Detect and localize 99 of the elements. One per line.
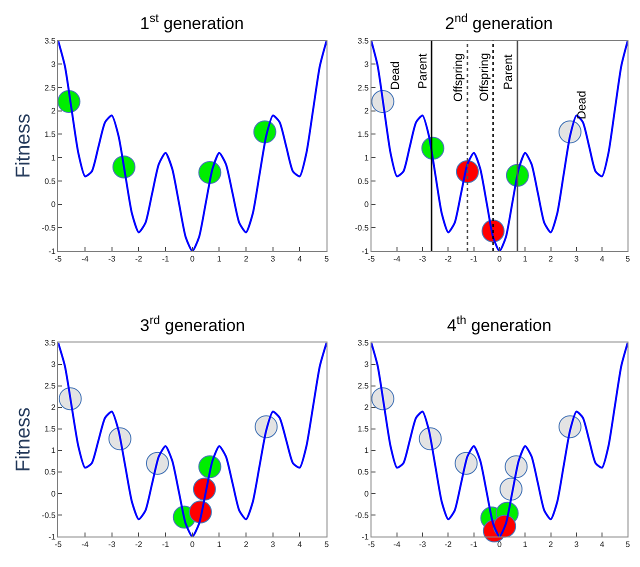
x-tick-label: -2 [135, 254, 143, 264]
ref-line-label: Parent [415, 52, 430, 89]
y-tick-label: -0.5 [354, 510, 370, 520]
line-series [58, 40, 327, 252]
chart-title: 2$^{nd}$ generation [445, 11, 553, 34]
y-tick-label: -0.5 [42, 223, 56, 232]
x-tick-label: -2 [135, 540, 143, 550]
y-tick-label: 0 [51, 489, 56, 498]
x-tick-label: -1 [470, 540, 478, 550]
x-tick-label: 4 [297, 540, 302, 550]
y-axis-title: Fitness [12, 407, 34, 472]
y-tick-label: 1.5 [358, 424, 370, 434]
y-tick-label: 2.5 [44, 382, 56, 391]
y-tick-label: 1 [51, 446, 56, 456]
x-tick-label: -5 [54, 254, 62, 264]
x-tick-label: -3 [419, 254, 427, 264]
line-series [371, 40, 628, 252]
x-tick-label: 1 [216, 540, 222, 550]
x-tick-label: 3 [574, 540, 580, 550]
ref-line-label: Offspring [476, 52, 491, 102]
y-tick-label: 3.5 [358, 338, 370, 348]
y-tick-label: 0.5 [358, 468, 370, 477]
y-tick-label: 1 [51, 153, 56, 162]
x-tick-label: 2 [548, 540, 554, 550]
x-tick-label: 1 [522, 540, 528, 550]
x-tick-label: -3 [419, 540, 427, 550]
x-tick-label: -2 [444, 254, 452, 264]
y-tick-label: 3 [364, 60, 370, 69]
x-tick-label: 5 [324, 254, 330, 264]
x-tick-label: 2 [548, 254, 554, 264]
y-tick-label: 0 [364, 489, 370, 498]
y-tick-label: 3.5 [44, 338, 56, 348]
x-tick-label: 5 [625, 540, 630, 550]
x-tick-label: 1 [216, 254, 222, 264]
y-tick-label: 3 [364, 360, 370, 370]
y-tick-label: 2 [51, 106, 56, 116]
y-tick-label: 1.5 [44, 424, 56, 434]
y-tick-label: -1 [48, 246, 56, 256]
x-tick-label: 5 [324, 540, 330, 550]
y-tick-label: 3.5 [358, 36, 370, 46]
y-tick-label: 2.5 [44, 83, 56, 92]
annotation: Dead [574, 90, 589, 120]
y-tick-label: 0.5 [358, 176, 370, 186]
x-tick-label: -5 [54, 540, 62, 550]
x-tick-label: -2 [444, 540, 452, 550]
ref-line-label: Offspring [451, 53, 466, 102]
y-tick-label: 2 [364, 403, 370, 412]
x-tick-label: 2 [244, 540, 249, 550]
y-tick-label: 0.5 [44, 468, 56, 477]
y-tick-label: 1 [364, 153, 370, 162]
x-tick-label: -4 [81, 254, 90, 264]
y-tick-label: 2.5 [358, 83, 370, 92]
chart-title: 1$^{st}$ generation [140, 11, 244, 34]
x-tick-label: 4 [600, 254, 605, 264]
y-tick-label: -1 [362, 532, 370, 542]
y-tick-label: 1.5 [358, 130, 370, 140]
x-tick-label: 0 [497, 540, 502, 550]
ref-line-label: Parent [501, 54, 516, 90]
x-tick-label: 3 [270, 254, 276, 264]
x-tick-label: 0 [497, 254, 502, 264]
line-series [58, 342, 327, 537]
y-tick-label: -0.5 [42, 510, 56, 520]
y-tick-label: 2.5 [358, 382, 370, 391]
x-tick-label: 4 [297, 254, 302, 264]
x-tick-label: 0 [190, 254, 196, 264]
y-tick-label: 2 [51, 403, 56, 412]
x-tick-label: 4 [600, 540, 605, 550]
y-tick-label: 0 [51, 200, 56, 210]
x-tick-label: -4 [393, 254, 402, 264]
x-tick-label: 3 [574, 254, 580, 264]
y-tick-label: 0.5 [44, 176, 56, 186]
x-tick-label: -5 [368, 254, 376, 264]
y-tick-label: 0 [364, 200, 370, 210]
y-tick-label: 2 [364, 106, 370, 116]
y-tick-label: 3 [51, 60, 56, 69]
y-tick-label: 3 [51, 360, 56, 370]
y-tick-label: 3.5 [44, 36, 56, 46]
x-tick-label: -4 [393, 540, 402, 550]
x-tick-label: 2 [244, 254, 249, 264]
x-tick-label: 1 [522, 254, 528, 264]
x-tick-label: -3 [108, 540, 116, 550]
y-tick-label: 1.5 [44, 130, 56, 140]
y-axis-title: Fitness [12, 114, 34, 178]
x-tick-label: -4 [81, 540, 90, 550]
annotation: Dead [388, 61, 402, 90]
x-tick-label: 0 [190, 540, 196, 550]
y-tick-label: -0.5 [354, 223, 370, 232]
y-tick-label: -1 [362, 246, 370, 256]
y-tick-label: 1 [364, 446, 370, 456]
x-tick-label: 5 [625, 254, 630, 264]
chart-title: 4$^{th}$ generation [447, 313, 552, 336]
x-tick-label: -1 [162, 254, 170, 264]
x-tick-label: 3 [270, 540, 276, 550]
x-tick-label: -3 [108, 254, 116, 264]
chart-title: 3$^{rd}$ generation [140, 313, 246, 336]
x-tick-label: -5 [368, 540, 376, 550]
x-tick-label: -1 [162, 540, 170, 550]
y-tick-label: -1 [48, 532, 56, 542]
x-tick-label: -1 [470, 254, 478, 264]
